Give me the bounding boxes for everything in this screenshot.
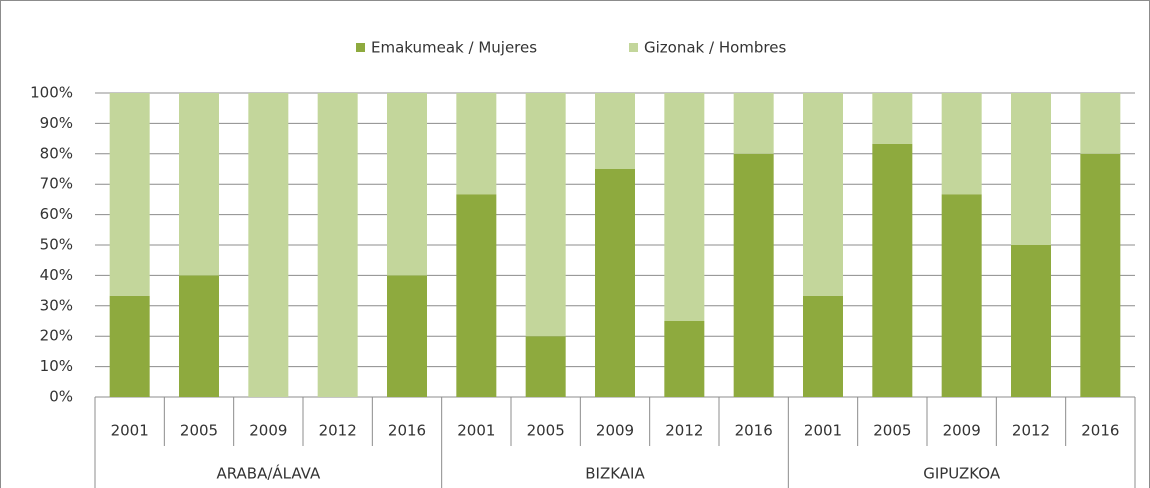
y-tick-label: 80% xyxy=(40,144,73,162)
bar-segment xyxy=(456,194,497,397)
x-tick-label: 2001 xyxy=(804,422,842,440)
legend-label: Gizonak / Hombres xyxy=(644,39,786,57)
x-tick-label: 2001 xyxy=(111,422,149,440)
y-tick-label: 0% xyxy=(49,388,73,406)
bar-segment xyxy=(525,93,566,337)
bar-segment xyxy=(1080,153,1121,397)
group-label: GIPUZKOA xyxy=(923,465,1001,483)
bar-segment xyxy=(1080,93,1121,154)
y-tick-label: 40% xyxy=(40,266,73,284)
bar-segment xyxy=(179,93,219,276)
bar-segment xyxy=(387,275,427,397)
x-tick-label: 2009 xyxy=(249,422,287,440)
y-tick-label: 90% xyxy=(40,114,73,132)
legend-label: Emakumeak / Mujeres xyxy=(371,39,537,57)
x-tick-label: 2012 xyxy=(319,422,357,440)
legend-swatch xyxy=(629,43,638,52)
x-tick-label: 2012 xyxy=(1012,422,1050,440)
x-tick-label: 2016 xyxy=(388,422,426,440)
bar-segment xyxy=(525,336,566,397)
x-tick-label: 2005 xyxy=(527,422,565,440)
x-tick-label: 2005 xyxy=(180,422,218,440)
y-tick-label: 20% xyxy=(40,327,73,345)
bar-segment xyxy=(733,93,774,154)
bar-segment xyxy=(733,153,774,397)
bar-segment xyxy=(941,93,982,195)
bar-segment xyxy=(595,93,635,169)
x-tick-label: 2016 xyxy=(1081,422,1119,440)
x-tick-label: 2016 xyxy=(735,422,773,440)
x-tick-label: 2005 xyxy=(873,422,911,440)
group-label: ARABA/ÁLAVA xyxy=(216,464,321,483)
y-tick-label: 70% xyxy=(40,175,73,193)
bar-segment xyxy=(803,295,843,397)
x-tick-label: 2012 xyxy=(665,422,703,440)
legend-swatch xyxy=(356,43,365,52)
y-tick-label: 50% xyxy=(40,236,73,254)
x-tick-label: 2009 xyxy=(943,422,981,440)
bar-segment xyxy=(1011,245,1051,397)
bar-segment xyxy=(456,93,497,195)
bar-segment xyxy=(664,321,705,397)
x-tick-label: 2001 xyxy=(457,422,495,440)
bar-segment xyxy=(941,194,982,397)
y-tick-label: 10% xyxy=(40,357,73,375)
bar-segment xyxy=(664,93,705,321)
y-tick-label: 60% xyxy=(40,205,73,223)
bar-segment xyxy=(803,93,843,296)
bar-segment xyxy=(872,93,913,144)
y-tick-label: 100% xyxy=(30,84,73,102)
bar-segment xyxy=(179,275,219,397)
x-tick-label: 2009 xyxy=(596,422,634,440)
y-tick-label: 30% xyxy=(40,296,73,314)
group-label: BIZKAIA xyxy=(585,465,645,483)
bar-segment xyxy=(872,143,913,397)
bar-segment xyxy=(109,93,150,296)
bar-segment xyxy=(595,169,635,397)
bar-segment xyxy=(248,93,289,397)
bar-segment xyxy=(1011,93,1051,245)
bar-segment xyxy=(109,295,150,397)
bar-segment xyxy=(317,93,358,397)
bar-segment xyxy=(387,93,427,276)
